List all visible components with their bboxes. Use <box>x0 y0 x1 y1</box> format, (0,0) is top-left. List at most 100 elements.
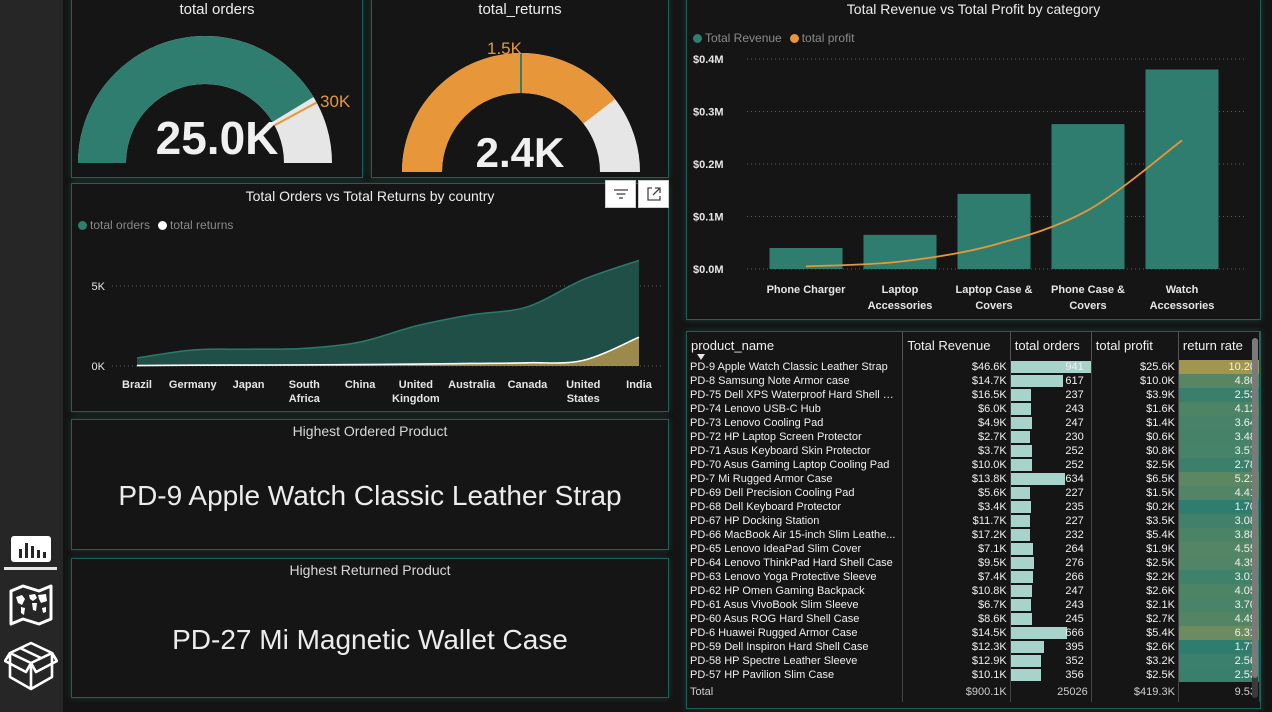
revenue-bar[interactable] <box>1051 124 1125 269</box>
x-tick-label: Laptop Case & <box>955 284 1032 296</box>
table-row[interactable]: PD-57 HP Pavilion Slim Case $10.1K 356 $2.5… <box>687 668 1260 682</box>
table-row[interactable]: PD-7 Mi Rugged Armor Case $13.8K 634 $6.5K 5… <box>687 472 1260 486</box>
cell-total-profit: $0.8K <box>1091 444 1179 458</box>
table-row[interactable]: PD-62 HP Omen Gaming Backpack $10.8K 247 $2… <box>687 584 1260 598</box>
filter-button[interactable] <box>605 180 636 208</box>
revenue-bar[interactable] <box>1145 69 1219 270</box>
legend-item-total-profit[interactable]: total profit <box>789 31 854 45</box>
cell-total-revenue: $6.0K <box>902 402 1011 416</box>
orders-data-bar <box>1010 627 1068 639</box>
cell-total-profit: $1.9K <box>1091 542 1179 556</box>
nav-rail <box>0 0 63 712</box>
cell-total-profit: $1.6K <box>1091 402 1179 416</box>
table-row[interactable]: PD-73 Lenovo Cooling Pad $4.9K 247 $1.4K 3.6… <box>687 416 1260 430</box>
column-header-total-orders[interactable]: total orders <box>1010 332 1092 360</box>
revenue-bar[interactable] <box>769 248 843 269</box>
highest-ordered-title: Highest Ordered Product <box>292 423 448 439</box>
cell-total-profit: $2.5K <box>1091 556 1179 570</box>
table-row[interactable]: PD-65 Lenovo IdeaPad Slim Cover $7.1K 264 $… <box>687 542 1260 556</box>
table-scrollbar[interactable] <box>1252 338 1258 698</box>
x-tick-label: Accessories <box>1150 300 1215 312</box>
table-row[interactable]: PD-69 Dell Precision Cooling Pad $5.6K 227… <box>687 486 1260 500</box>
x-tick-label: Australia <box>448 379 496 391</box>
cell-total-orders: 666 <box>1010 626 1092 640</box>
focus-mode-button[interactable] <box>638 180 669 208</box>
y-tick-label: 0K <box>92 361 106 373</box>
category-chart-legend: Total Revenue total profit <box>693 31 854 45</box>
cell-total-orders: 237 <box>1010 388 1092 402</box>
orders-data-bar <box>1010 641 1045 653</box>
total-returns-gauge: 1.5K <box>402 39 640 173</box>
revenue-bar[interactable] <box>957 193 1031 269</box>
legend-item-total-revenue[interactable]: Total Revenue <box>693 31 782 45</box>
table-row[interactable]: PD-71 Asus Keyboard Skin Protector $3.7K 2… <box>687 444 1260 458</box>
table-row[interactable]: PD-70 Asus Gaming Laptop Cooling Pad $10.… <box>687 458 1260 472</box>
cell-product-name: PD-61 Asus VivoBook Slim Sleeve <box>687 598 904 612</box>
cell-product-name: PD-58 HP Spectre Leather Sleeve <box>687 654 904 668</box>
legend-item-total-orders[interactable]: total orders <box>78 218 150 232</box>
column-header-total-profit[interactable]: total profit <box>1091 332 1179 360</box>
cell-return-rate: 2.56 <box>1178 654 1260 668</box>
total-orders-area[interactable] <box>137 260 639 366</box>
total-returns-area[interactable] <box>137 337 639 366</box>
cell-total-orders: 247 <box>1010 416 1092 430</box>
nav-map-button[interactable] <box>4 582 58 628</box>
column-header-product-name[interactable]: product_name <box>687 332 904 360</box>
x-tick-label: Japan <box>233 379 265 391</box>
cell-total-orders: 266 <box>1010 570 1092 584</box>
cell-total-revenue: $12.3K <box>902 640 1011 654</box>
table-row[interactable]: PD-8 Samsung Note Armor case $14.7K 617 $10… <box>687 374 1260 388</box>
table-row[interactable]: PD-75 Dell XPS Waterproof Hard Shell C..… <box>687 388 1260 402</box>
cell-return-rate: 4.35 <box>1178 556 1260 570</box>
legend-item-total-returns[interactable]: total returns <box>158 218 233 232</box>
table-row[interactable]: PD-9 Apple Watch Classic Leather Strap $4… <box>687 360 1260 374</box>
cell-total-orders: 230 <box>1010 430 1092 444</box>
highest-ordered-value: PD-9 Apple Watch Classic Leather Strap <box>118 480 622 511</box>
nav-products-button[interactable] <box>4 638 58 694</box>
table-row[interactable]: PD-61 Asus VivoBook Slim Sleeve $6.7K 243 $… <box>687 598 1260 612</box>
orders-data-bar <box>1010 515 1031 527</box>
orders-data-bar <box>1010 403 1032 415</box>
cell-return-rate: 1.77 <box>1178 640 1260 654</box>
table-row[interactable]: PD-74 Lenovo USB-C Hub $6.0K 243 $1.6K 4.12 <box>687 402 1260 416</box>
profit-line[interactable] <box>805 139 1183 268</box>
x-tick-label: Covers <box>975 300 1012 312</box>
table-row[interactable]: PD-63 Lenovo Yoga Protective Sleeve $7.4K… <box>687 570 1260 584</box>
nav-report-button[interactable] <box>4 532 58 566</box>
column-header-return-rate[interactable]: return rate <box>1178 332 1260 360</box>
highest-returned-card: Highest Returned Product PD-27 Mi Magnet… <box>71 558 669 698</box>
table-row[interactable]: PD-58 HP Spectre Leather Sleeve $12.9K 352… <box>687 654 1260 668</box>
table-row[interactable]: PD-68 Dell Keyboard Protector $3.4K 235 $0.… <box>687 500 1260 514</box>
total-returns-title: total_returns <box>478 1 562 18</box>
y-tick-label: $0.3M <box>693 107 724 119</box>
total-returns-line[interactable] <box>136 336 640 367</box>
table-row[interactable]: PD-64 Lenovo ThinkPad Hard Shell Case $9.… <box>687 556 1260 570</box>
orders-data-bar <box>1010 585 1032 597</box>
column-header-total-revenue[interactable]: Total Revenue <box>902 332 1011 360</box>
cell-total-orders: 617 <box>1010 374 1092 388</box>
category-chart-title: Total Revenue vs Total Profit by categor… <box>846 1 1101 17</box>
y-tick-label: $0.0M <box>693 264 724 276</box>
cell-product-name: PD-71 Asus Keyboard Skin Protector <box>687 444 904 458</box>
orders-data-bar <box>1010 571 1034 583</box>
cell-product-name: PD-64 Lenovo ThinkPad Hard Shell Case <box>687 556 904 570</box>
table-row[interactable]: PD-60 Asus ROG Hard Shell Case $8.6K 245 $2… <box>687 612 1260 626</box>
total-orders-line[interactable] <box>136 259 640 359</box>
cell-total-orders: 232 <box>1010 528 1092 542</box>
filter-lines-icon <box>613 189 628 199</box>
table-scrollbar-thumb[interactable] <box>1252 338 1258 678</box>
cell-total-orders: 245 <box>1010 612 1092 626</box>
cell-product-name: PD-9 Apple Watch Classic Leather Strap <box>687 360 904 374</box>
cell-product-name: PD-66 MacBook Air 15-inch Slim Leathe... <box>687 528 904 542</box>
orders-data-bar <box>1010 501 1031 513</box>
table-row[interactable]: PD-66 MacBook Air 15-inch Slim Leathe...… <box>687 528 1260 542</box>
table-row[interactable]: PD-6 Huawei Rugged Armor Case $14.5K 666 $5… <box>687 626 1260 640</box>
cell-product-name: PD-57 HP Pavilion Slim Case <box>687 668 904 682</box>
table-row[interactable]: PD-72 HP Laptop Screen Protector $2.7K 230… <box>687 430 1260 444</box>
cell-total-revenue: $14.5K <box>902 626 1011 640</box>
table-row[interactable]: PD-67 HP Docking Station $11.7K 227 $3.5K 3.… <box>687 514 1260 528</box>
table-row[interactable]: PD-59 Dell Inspiron Hard Shell Case $12.3… <box>687 640 1260 654</box>
cell-product-name: PD-73 Lenovo Cooling Pad <box>687 416 904 430</box>
cell-total-profit: $2.6K <box>1091 584 1179 598</box>
orders-data-bar <box>1010 445 1033 457</box>
